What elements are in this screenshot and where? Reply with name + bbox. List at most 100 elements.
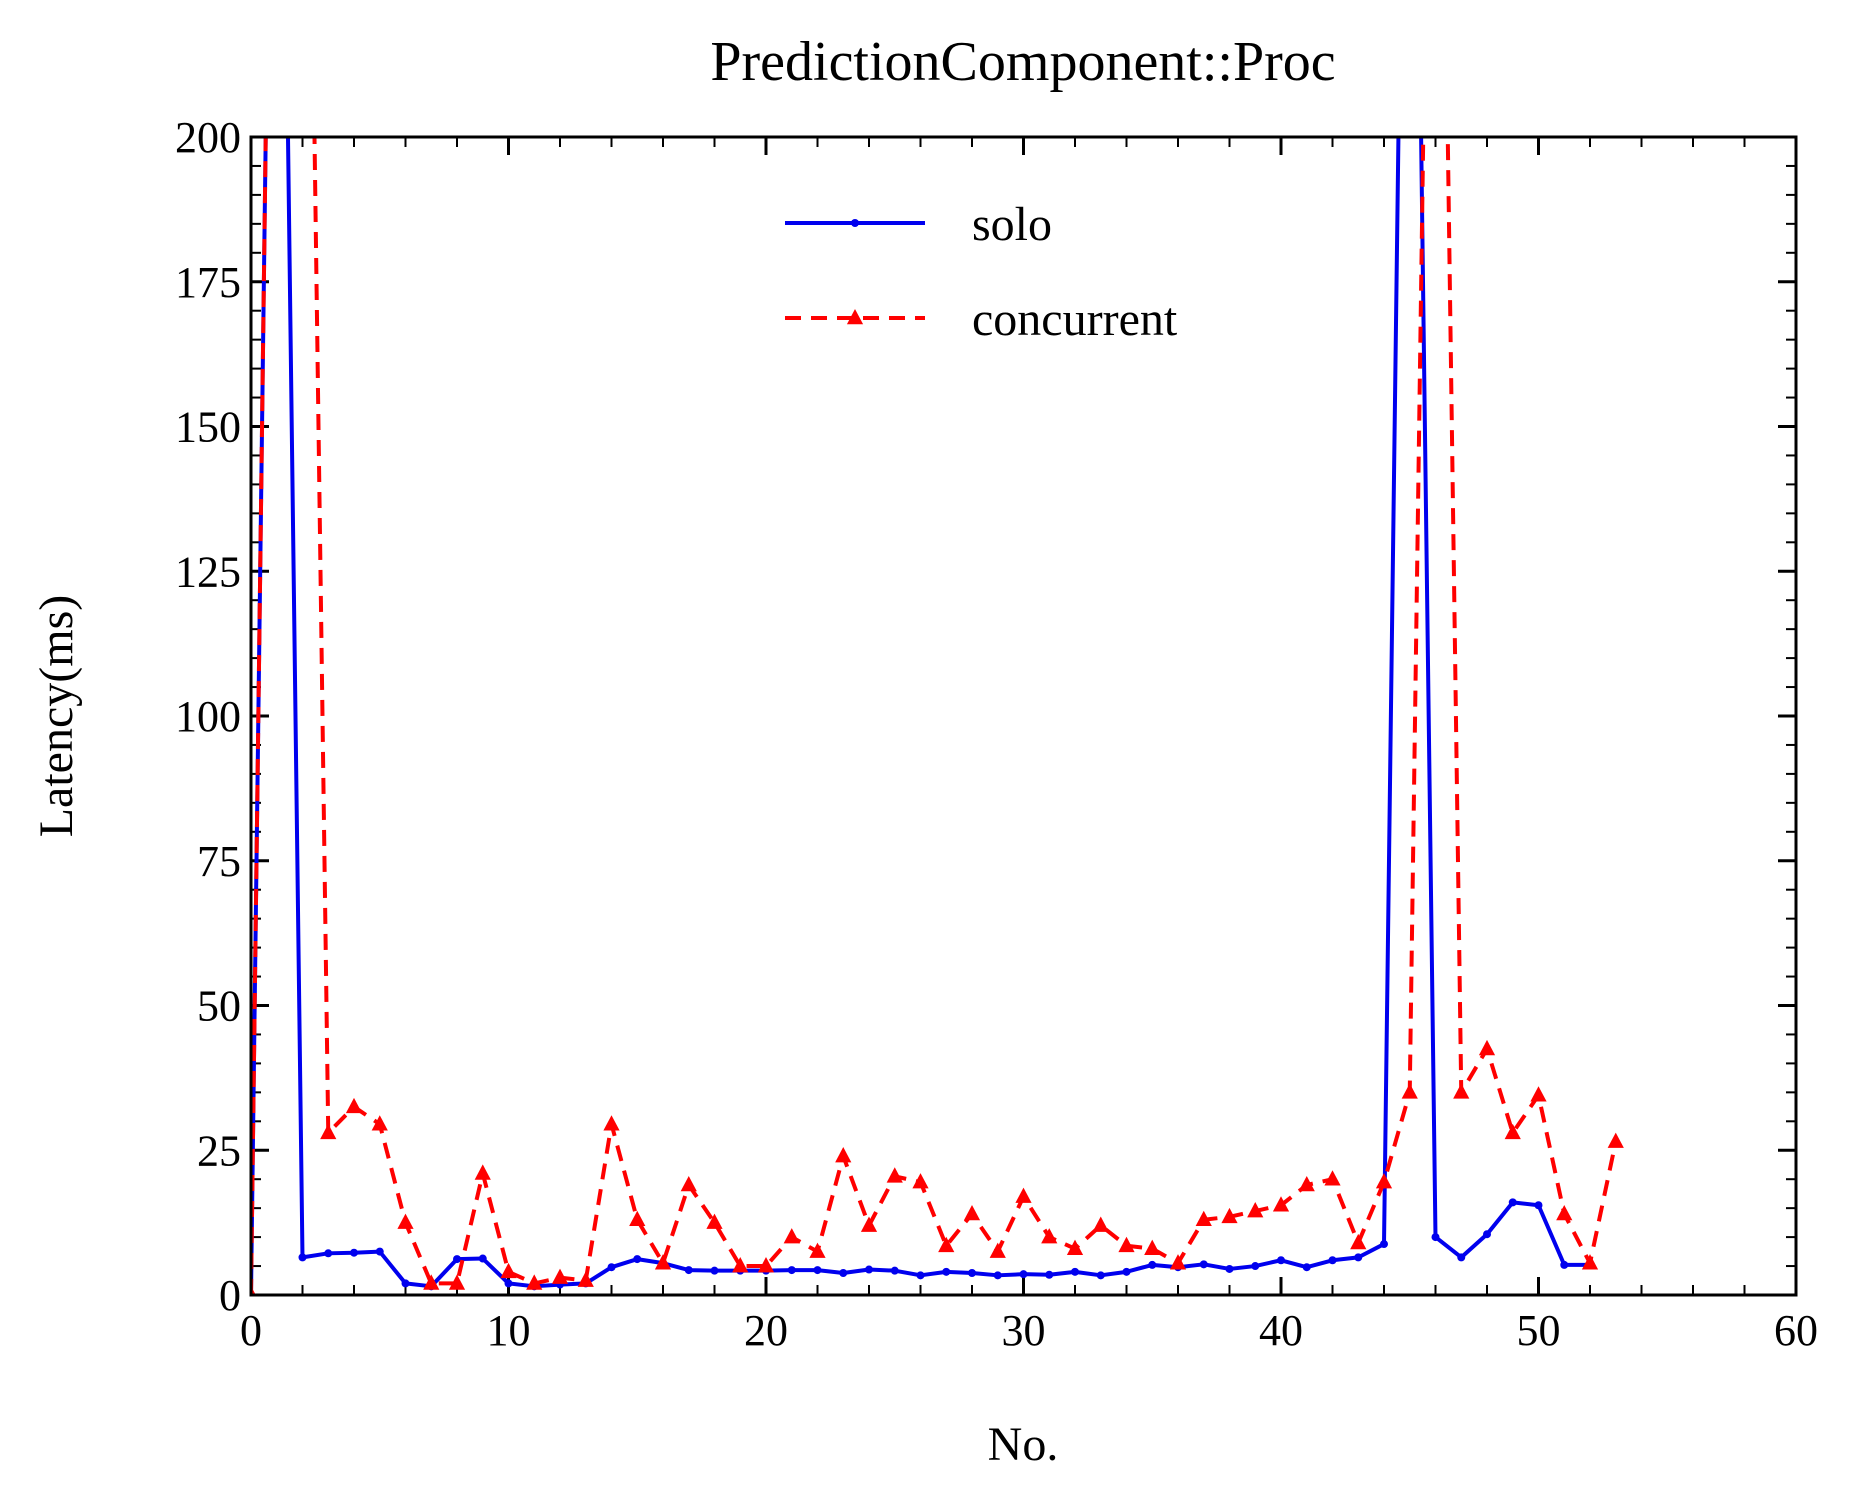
- data-point-concurrent: [809, 1242, 826, 1258]
- data-point-solo: [1199, 1260, 1208, 1269]
- data-point-concurrent: [732, 1257, 749, 1273]
- data-point-solo: [1045, 1270, 1054, 1279]
- data-point-solo: [1251, 1262, 1260, 1271]
- data-point-concurrent: [835, 1147, 852, 1163]
- data-point-concurrent: [1144, 1239, 1161, 1255]
- y-tick-label: 75: [197, 837, 241, 886]
- data-point-solo: [453, 1255, 461, 1264]
- data-point-solo: [1380, 1240, 1388, 1249]
- data-point-concurrent: [423, 1274, 440, 1290]
- data-point-concurrent: [500, 1262, 517, 1279]
- data-point-concurrent: [1453, 1083, 1470, 1099]
- legend-label-concurrent: concurrent: [972, 293, 1178, 346]
- data-point-solo: [865, 1265, 873, 1274]
- data-point-concurrent: [1015, 1187, 1032, 1203]
- legend-label-solo: solo: [972, 198, 1052, 251]
- data-point-concurrent: [1272, 1196, 1290, 1212]
- data-point-concurrent: [1041, 1228, 1058, 1244]
- x-tick-label: 40: [1259, 1306, 1303, 1355]
- series-line-concurrent: [251, 137, 1618, 1295]
- data-point-solo: [1457, 1253, 1466, 1262]
- series-layer: [251, 137, 1624, 1295]
- data-point-concurrent: [1375, 1173, 1393, 1189]
- data-point-solo: [993, 1271, 1002, 1280]
- data-point-solo: [1225, 1264, 1234, 1273]
- data-point-concurrent: [345, 1097, 363, 1114]
- data-point-concurrent: [1092, 1216, 1109, 1232]
- series-line-solo: [251, 137, 1590, 1295]
- data-point-concurrent: [1195, 1210, 1212, 1227]
- data-point-concurrent: [1504, 1123, 1521, 1140]
- data-point-solo: [1534, 1201, 1543, 1210]
- data-point-solo: [324, 1249, 333, 1258]
- x-tick-label: 0: [240, 1306, 262, 1355]
- data-point-concurrent: [1298, 1175, 1315, 1192]
- y-axis-label: Latency(ms): [30, 595, 83, 838]
- x-tick-label: 50: [1517, 1306, 1561, 1355]
- y-tick-label: 50: [197, 982, 241, 1031]
- data-point-solo: [684, 1266, 693, 1275]
- data-point-concurrent: [474, 1164, 491, 1180]
- data-point-concurrent: [1066, 1239, 1084, 1255]
- data-point-solo: [1096, 1271, 1105, 1280]
- data-point-concurrent: [1401, 1083, 1418, 1099]
- y-tick-label: 125: [175, 547, 241, 596]
- data-point-solo: [504, 1279, 513, 1288]
- data-point-concurrent: [1118, 1236, 1135, 1253]
- legend-marker-concurrent: [846, 309, 864, 325]
- data-point-concurrent: [551, 1268, 569, 1284]
- data-point-solo: [710, 1266, 719, 1275]
- x-axis-label: No.: [988, 1418, 1059, 1471]
- legend: solo concurrent: [785, 198, 1178, 346]
- data-point-solo: [633, 1255, 642, 1264]
- data-point-concurrent: [989, 1242, 1006, 1258]
- data-point-concurrent: [912, 1173, 929, 1189]
- data-point-solo: [298, 1253, 307, 1262]
- data-point-solo: [1019, 1270, 1028, 1279]
- data-point-concurrent: [654, 1254, 672, 1270]
- data-point-solo: [1483, 1230, 1491, 1239]
- data-point-solo: [813, 1266, 822, 1275]
- data-point-concurrent: [860, 1216, 878, 1232]
- data-point-concurrent: [1324, 1170, 1341, 1186]
- data-point-solo: [1354, 1253, 1363, 1262]
- data-point-concurrent: [783, 1228, 800, 1244]
- y-tick-label: 200: [175, 113, 241, 162]
- data-point-concurrent: [706, 1213, 723, 1229]
- data-point-concurrent: [886, 1167, 903, 1183]
- data-point-concurrent: [1221, 1207, 1238, 1224]
- data-point-solo: [607, 1263, 616, 1272]
- x-tick-label: 30: [1002, 1306, 1046, 1355]
- y-tick-labels: 0 25 50 75 100 125 150 175 200: [175, 113, 241, 1320]
- data-point-solo: [1431, 1233, 1440, 1242]
- data-point-solo: [942, 1267, 951, 1276]
- y-tick-label: 100: [175, 692, 241, 741]
- data-point-concurrent: [963, 1204, 981, 1221]
- data-point-concurrent: [629, 1210, 646, 1227]
- data-point-concurrent: [603, 1115, 620, 1131]
- y-tick-label: 150: [175, 403, 241, 452]
- data-point-solo: [1508, 1198, 1517, 1207]
- x-tick-label: 10: [487, 1306, 531, 1355]
- data-point-concurrent: [397, 1213, 414, 1229]
- x-tick-label: 60: [1774, 1306, 1818, 1355]
- data-point-concurrent: [320, 1123, 337, 1140]
- data-point-concurrent: [680, 1175, 697, 1192]
- data-point-concurrent: [1247, 1202, 1264, 1218]
- data-point-concurrent: [577, 1271, 594, 1287]
- chart-title: PredictionComponent::Proc: [710, 31, 1335, 93]
- data-point-concurrent: [1581, 1254, 1599, 1270]
- plot-frame: [249, 135, 1798, 1297]
- data-point-concurrent: [1530, 1086, 1547, 1102]
- data-point-solo: [839, 1268, 848, 1277]
- data-point-solo: [1277, 1256, 1285, 1265]
- data-point-solo: [478, 1254, 487, 1263]
- data-point-concurrent: [757, 1257, 775, 1273]
- data-point-solo: [1302, 1263, 1311, 1272]
- y-tick-label: 0: [219, 1271, 241, 1320]
- data-point-solo: [1328, 1256, 1337, 1265]
- data-point-solo: [890, 1266, 899, 1275]
- data-point-concurrent: [371, 1115, 388, 1131]
- data-point-concurrent: [1556, 1204, 1573, 1221]
